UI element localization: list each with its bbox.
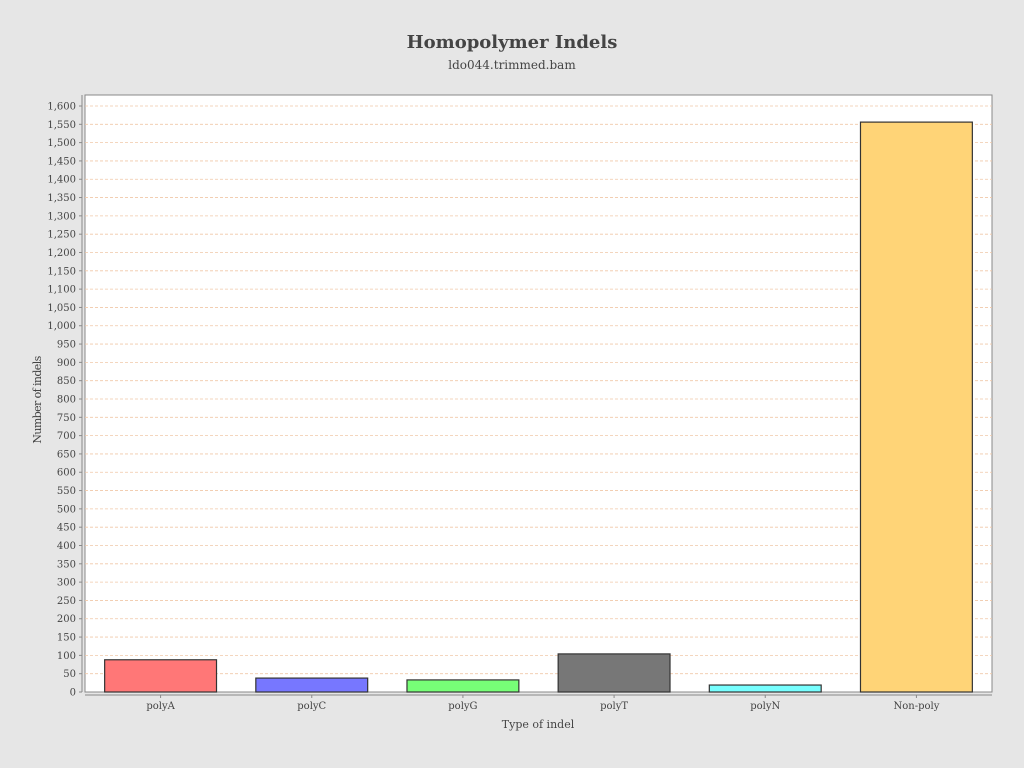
chart-subtitle: ldo044.trimmed.bam bbox=[448, 58, 576, 72]
y-tick-label: 0 bbox=[70, 688, 76, 699]
y-axis-label: Number of indels bbox=[31, 355, 44, 443]
bar-polya bbox=[104, 659, 218, 693]
bar-polyg bbox=[406, 679, 520, 693]
y-tick-label: 50 bbox=[63, 669, 76, 680]
x-axis-ticks: polyA polyC polyG polyT polyN Non-poly bbox=[146, 695, 940, 712]
y-tick-label: 300 bbox=[57, 578, 76, 589]
y-axis-ticks: 0 50 100 150 200 250 300 350 400 450 500 550 600 650 7… bbox=[47, 101, 82, 699]
bar-polyn bbox=[708, 684, 822, 693]
y-tick-label: 100 bbox=[57, 651, 76, 662]
y-tick-label: 500 bbox=[57, 504, 76, 515]
y-tick-label: 950 bbox=[57, 340, 76, 351]
y-tick-label: 1,550 bbox=[47, 120, 76, 131]
y-tick-label: 1,000 bbox=[47, 321, 76, 332]
y-tick-label: 150 bbox=[57, 633, 76, 644]
x-tick-label: polyC bbox=[297, 701, 326, 712]
y-tick-label: 1,200 bbox=[47, 248, 76, 259]
y-tick-label: 200 bbox=[57, 614, 76, 625]
grid-lines bbox=[85, 105, 992, 675]
chart-title: Homopolymer Indels bbox=[407, 32, 618, 53]
plot-area bbox=[84, 94, 993, 693]
y-tick-label: 750 bbox=[57, 413, 76, 424]
y-tick-label: 1,300 bbox=[47, 211, 76, 222]
y-tick-label: 250 bbox=[57, 596, 76, 607]
y-tick-label: 1,450 bbox=[47, 156, 76, 167]
y-tick-label: 1,500 bbox=[47, 138, 76, 149]
x-tick-label: polyN bbox=[750, 701, 780, 712]
bars bbox=[104, 121, 973, 693]
x-tick-label: polyT bbox=[600, 701, 628, 712]
y-tick-label: 800 bbox=[57, 394, 76, 405]
y-tick-label: 650 bbox=[57, 449, 76, 460]
y-tick-label: 1,050 bbox=[47, 303, 76, 314]
y-tick-label: 1,250 bbox=[47, 230, 76, 241]
y-tick-label: 450 bbox=[57, 523, 76, 534]
y-tick-label: 550 bbox=[57, 486, 76, 497]
y-tick-label: 1,150 bbox=[47, 266, 76, 277]
bar-polyc bbox=[255, 677, 369, 693]
y-tick-label: 400 bbox=[57, 541, 76, 552]
y-tick-label: 350 bbox=[57, 559, 76, 570]
y-tick-label: 1,350 bbox=[47, 193, 76, 204]
x-tick-label: polyG bbox=[448, 701, 477, 712]
y-tick-label: 700 bbox=[57, 431, 76, 442]
y-tick-label: 900 bbox=[57, 358, 76, 369]
y-tick-label: 850 bbox=[57, 376, 76, 387]
bar-non-poly bbox=[859, 121, 973, 693]
y-tick-label: 1,600 bbox=[47, 101, 76, 112]
bar-polyt bbox=[557, 653, 671, 693]
x-tick-label: polyA bbox=[146, 701, 175, 712]
y-tick-label: 1,100 bbox=[47, 285, 76, 296]
x-tick-label: Non-poly bbox=[893, 701, 939, 712]
y-tick-label: 600 bbox=[57, 468, 76, 479]
y-tick-label: 1,400 bbox=[47, 175, 76, 186]
x-axis-label: Type of indel bbox=[502, 718, 575, 731]
